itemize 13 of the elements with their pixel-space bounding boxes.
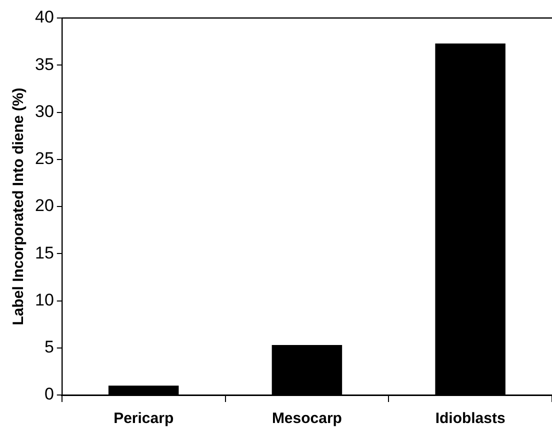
x-tick-label: Idioblasts: [435, 410, 506, 428]
y-tick-label: 30: [34, 102, 54, 121]
y-tick-label: 25: [34, 149, 54, 168]
y-tick-label: 10: [34, 290, 54, 310]
x-tick-label: Mesocarp: [272, 410, 342, 428]
y-tick-label: 5: [44, 338, 54, 357]
y-tick-label: 35: [34, 54, 54, 74]
y-tick-label: 40: [34, 8, 54, 27]
x-tick-label: Pericarp: [114, 410, 174, 428]
y-tick-label: 20: [34, 196, 54, 216]
y-tick-label: 0: [44, 384, 54, 404]
y-tick-label: 15: [34, 243, 54, 262]
y-axis-title: Label Incorporated Into diene (%): [10, 88, 28, 326]
